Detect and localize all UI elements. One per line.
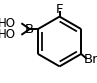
Text: F: F — [56, 3, 63, 16]
Text: Br: Br — [84, 53, 97, 66]
Text: B: B — [24, 23, 33, 36]
Text: HO: HO — [0, 17, 16, 30]
Text: HO: HO — [0, 28, 16, 41]
